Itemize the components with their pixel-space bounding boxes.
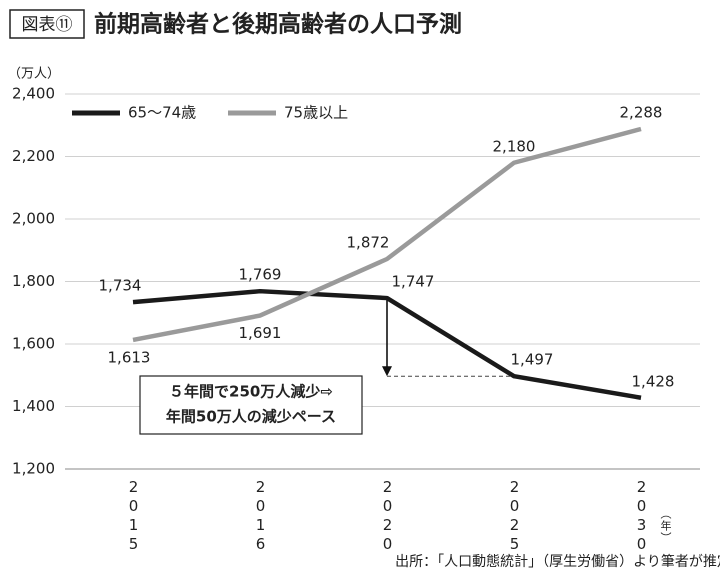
- data-label: 1,872: [347, 234, 390, 252]
- series-line: [132, 126, 642, 343]
- chart-title: 前期高齢者と後期高齢者の人口予測: [94, 11, 462, 38]
- y-tick-label: 2,200: [12, 147, 55, 165]
- y-tick-label: 2,000: [12, 210, 55, 228]
- data-label: 1,497: [511, 351, 554, 369]
- legend-label: 65〜74歳: [128, 104, 196, 122]
- annotation-box: [139, 375, 363, 435]
- y-tick-label: 1,200: [12, 460, 55, 478]
- y-tick-label: 1,600: [12, 335, 55, 353]
- tag-box: [9, 9, 85, 39]
- annotation-text: 年間50万人の減少ペース: [166, 408, 336, 426]
- data-label: 1,769: [239, 266, 282, 284]
- series-line: [132, 288, 642, 400]
- x-tick-label: 2030: [633, 478, 651, 554]
- y-tick-label: 2,400: [12, 85, 55, 103]
- data-label: 1,613: [108, 348, 151, 366]
- data-label: 1,691: [239, 324, 282, 342]
- annotation-text: ５年間で250万人減少⇨: [169, 383, 333, 401]
- y-tick-label: 1,800: [12, 272, 55, 290]
- data-label: 1,747: [392, 273, 435, 291]
- y-unit: （万人）: [8, 67, 60, 82]
- x-tick-label: 2015: [125, 478, 143, 554]
- data-label: 1,734: [99, 277, 142, 295]
- chart-tag: 図表⑪: [22, 15, 73, 35]
- arrow-head: [382, 366, 392, 377]
- x-unit: （年）: [659, 508, 672, 544]
- x-tick-label: 2016: [252, 478, 270, 554]
- x-tick-label: 2020: [379, 478, 397, 554]
- x-tick-label: 2025: [506, 478, 524, 554]
- data-label: 2,288: [620, 104, 663, 122]
- y-tick-label: 1,400: [12, 397, 55, 415]
- source: 出所：「人口動態統計」（厚生労働省）より筆者が推定: [395, 554, 720, 570]
- data-label: 1,428: [632, 372, 675, 390]
- data-label: 2,180: [493, 137, 536, 155]
- legend-label: 75歳以上: [284, 104, 348, 122]
